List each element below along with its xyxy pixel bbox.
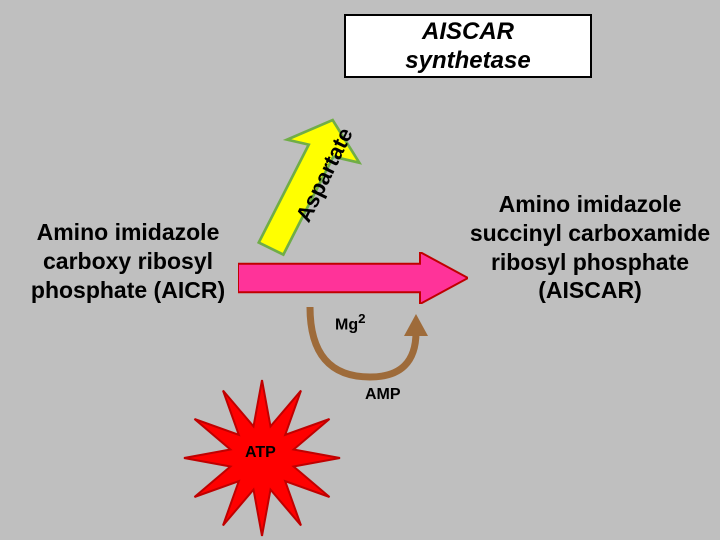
product-right-l4: (AISCAR) xyxy=(538,277,642,303)
substrate-left-l3: phosphate (AICR) xyxy=(31,277,225,303)
product-right-l3: ribosyl phosphate xyxy=(491,249,689,275)
enzyme-line2: synthetase xyxy=(405,47,530,74)
amp-label: AMP xyxy=(365,386,401,404)
substrate-left-l1: Amino imidazole xyxy=(37,219,220,245)
diagram-canvas: AISCAR synthetase Aspartate Amino imidaz… xyxy=(0,0,720,540)
product-right-l2: succinyl carboxamide xyxy=(470,220,710,246)
enzyme-box: AISCAR synthetase xyxy=(344,14,592,78)
enzyme-line1: AISCAR xyxy=(422,18,514,45)
reaction-arrow xyxy=(238,252,468,304)
substrate-left: Amino imidazole carboxy ribosyl phosphat… xyxy=(12,218,244,304)
substrate-left-l2: carboxy ribosyl xyxy=(43,248,213,274)
product-right: Amino imidazole succinyl carboxamide rib… xyxy=(460,190,720,305)
atp-label: ATP xyxy=(245,444,276,462)
product-right-l1: Amino imidazole xyxy=(499,191,682,217)
